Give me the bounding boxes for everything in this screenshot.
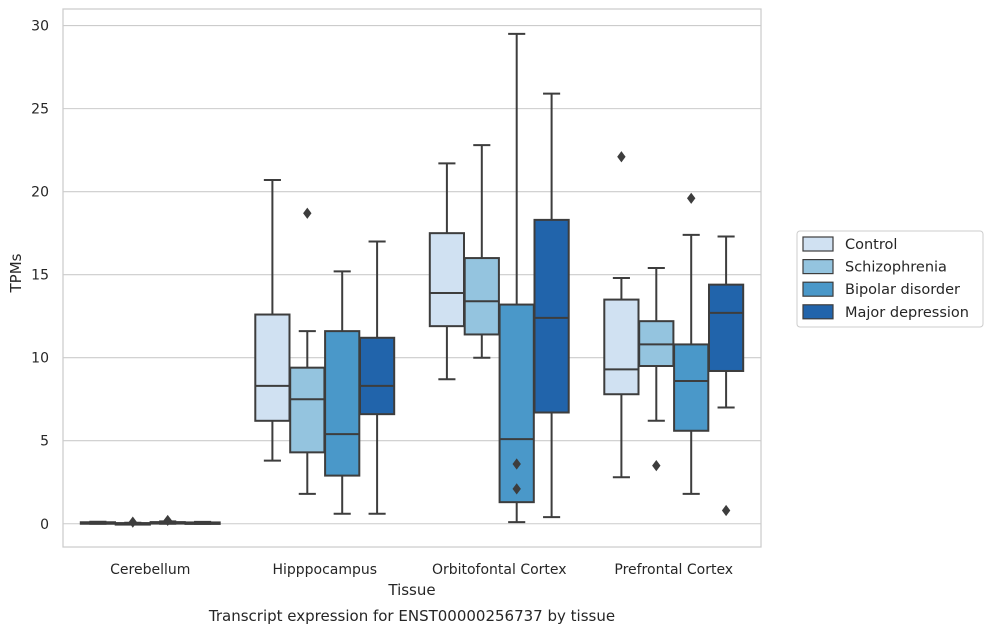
box-group [707,235,745,517]
box-iqr [498,303,535,504]
x-axis-label: Tissue [387,581,435,599]
box-iqr [254,313,291,422]
box-group [463,144,500,359]
x-tick-label: Orbitofontal Cortex [432,562,567,578]
outlier-point [512,483,521,495]
box-group [603,151,640,479]
outlier-point [721,504,731,517]
box-iqr [324,330,361,477]
legend: Control Schizophrenia Bipolar disorder Majo… [796,230,984,328]
outlier-point [303,207,312,219]
chart-caption: Transcript expression for ENST0000025673… [208,607,615,625]
box-group [184,520,221,525]
y-tick-label: 30 [31,19,49,35]
y-tick-label: 5 [40,434,49,450]
legend-swatch [802,281,834,297]
x-tick-label: Hipppocampus [272,562,377,578]
box-iqr [428,232,466,328]
x-tick-label: Prefrontal Cortex [614,562,733,578]
box-group [498,32,535,524]
box-group [533,92,570,519]
x-tick-label: Cerebellum [110,562,190,578]
box-group [254,179,291,462]
y-tick-label: 10 [31,351,49,367]
legend-frame [796,230,984,328]
y-tick-label: 20 [31,185,49,201]
box-group [324,270,361,515]
x-tick-labels: Cerebellum Hipppocampus Orbitofontal Corte… [110,562,733,578]
outlier-point [617,151,626,163]
box-groups [79,32,745,528]
box-group [638,267,675,472]
legend-swatch [802,236,834,252]
legend-label: Bipolar disorder [845,282,960,298]
y-tick-label: 0 [40,517,49,533]
outlier-point [652,460,661,472]
box-group [289,207,326,495]
y-tick-labels: 0 5 10 15 20 25 30 [31,19,49,533]
box-iqr [533,218,570,414]
y-axis-label: TPMs [7,253,25,293]
box-group [149,514,186,527]
outlier-point [687,192,696,204]
box-iqr [707,283,745,372]
outlier-point [163,514,172,527]
outlier-point [512,458,521,470]
box-iqr [463,257,500,336]
legend-label: Schizophrenia [845,260,947,276]
box-group [358,240,396,515]
box-iqr [358,336,396,416]
plot-area [62,8,762,548]
legend-swatch [802,304,834,320]
legend-label: Control [845,237,897,253]
box-iqr [289,366,326,454]
box-group [79,520,117,525]
legend-swatch [802,259,834,275]
legend-label: Major depression [845,305,969,321]
outlier-point [128,516,137,528]
box-group [673,192,710,495]
y-tick-label: 25 [31,102,49,118]
box-group [428,162,466,381]
y-tick-label: 15 [31,268,49,284]
box-iqr [603,298,640,396]
box-iqr [673,343,710,432]
